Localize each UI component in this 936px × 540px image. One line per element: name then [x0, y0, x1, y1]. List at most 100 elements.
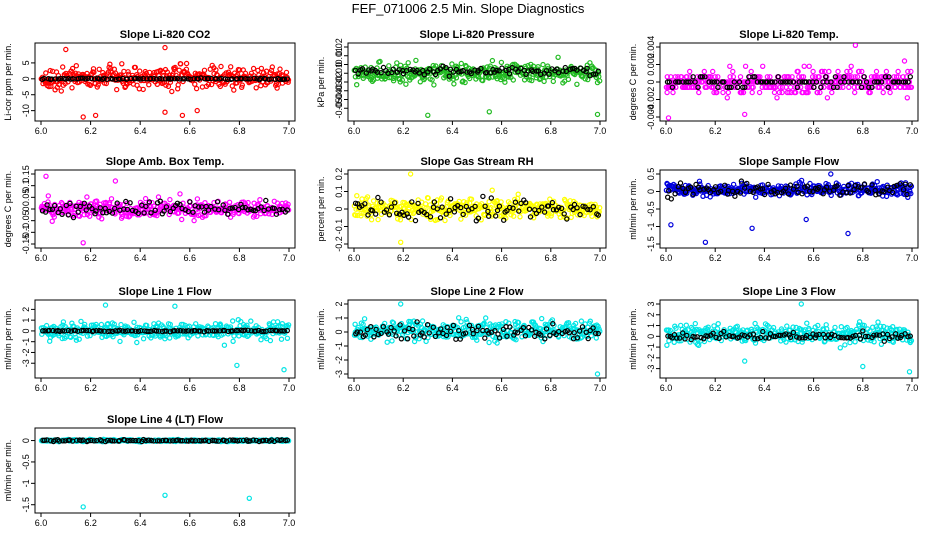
reference-point — [863, 79, 870, 85]
reference-point — [492, 328, 498, 334]
data-point — [852, 339, 858, 345]
data-point — [76, 336, 82, 342]
data-point — [230, 338, 236, 344]
y-tick-label: 1 — [334, 315, 344, 320]
data-point — [258, 82, 264, 89]
reference-point — [284, 207, 290, 213]
data-point — [701, 68, 708, 75]
data-point — [683, 322, 690, 328]
reference-point — [251, 75, 257, 82]
reference-point — [889, 334, 895, 340]
x-tick-label: 6.6 — [184, 518, 197, 528]
x-tick-label: 6.6 — [184, 126, 197, 136]
data-point — [750, 84, 756, 91]
data-point — [578, 318, 585, 324]
data-point — [480, 77, 486, 84]
y-tick-label: 3 — [646, 301, 656, 306]
data-point — [177, 61, 184, 67]
reference-point — [514, 330, 521, 336]
reference-point — [266, 76, 272, 83]
reference-point — [755, 336, 761, 342]
reference-point — [415, 200, 421, 207]
data-point — [155, 194, 162, 200]
data-point — [502, 79, 508, 85]
reference-point — [245, 76, 251, 82]
chart-title: Slope Li-820 Temp. — [739, 29, 838, 41]
data-point — [824, 326, 830, 332]
reference-point — [171, 75, 178, 82]
reference-point — [78, 327, 85, 334]
data-point — [113, 86, 120, 93]
data-point — [515, 319, 522, 326]
data-point — [110, 334, 116, 340]
reference-point — [690, 74, 696, 80]
x-tick-label: 6.8 — [857, 126, 870, 136]
data-point — [856, 68, 862, 75]
data-point — [893, 74, 900, 80]
data-point — [131, 319, 137, 325]
outlier-point — [852, 43, 859, 48]
reference-point — [65, 327, 72, 334]
plot-frame — [34, 299, 296, 379]
data-point — [419, 318, 426, 324]
reference-point — [378, 69, 384, 76]
data-point — [69, 65, 76, 72]
reference-point — [699, 74, 706, 80]
reference-point — [122, 328, 129, 334]
reference-point — [718, 188, 724, 194]
reference-point — [862, 333, 869, 340]
reference-point — [466, 322, 473, 329]
data-point — [757, 74, 763, 80]
outlier-point — [398, 239, 404, 245]
reference-point — [397, 322, 403, 328]
data-point — [692, 320, 699, 327]
y-tick-label: 0 — [21, 438, 31, 443]
data-point — [826, 68, 832, 75]
data-point — [790, 324, 796, 330]
reference-point — [352, 67, 359, 74]
reference-point — [668, 196, 675, 202]
reference-point — [759, 186, 766, 192]
reference-point — [424, 322, 431, 328]
reference-point — [777, 332, 784, 339]
x-tick-label: 6.2 — [709, 126, 722, 136]
reference-point — [516, 208, 522, 214]
reference-point — [555, 69, 562, 76]
reference-point — [856, 79, 863, 85]
x-tick-label: 6.8 — [545, 383, 558, 393]
y-tick-label: 1 — [646, 323, 656, 328]
data-point — [793, 89, 799, 96]
data-point — [494, 340, 500, 346]
y-tick-label: 0 — [21, 328, 31, 333]
reference-point — [63, 76, 69, 82]
data-point — [907, 188, 913, 194]
reference-point — [91, 76, 98, 82]
data-point — [873, 68, 880, 75]
plot-area — [38, 436, 292, 510]
x-tick-label: 7.0 — [594, 126, 607, 136]
reference-point — [543, 326, 550, 332]
reference-point — [785, 79, 791, 85]
data-point — [248, 318, 254, 324]
data-point — [442, 217, 448, 224]
reference-point — [168, 76, 175, 82]
outlier-point — [281, 367, 287, 373]
reference-point — [556, 204, 562, 211]
reference-point — [65, 212, 72, 218]
data-point — [739, 89, 745, 96]
reference-point — [239, 204, 246, 211]
y-tick-label: -5 — [21, 91, 31, 99]
reference-point — [427, 214, 434, 220]
data-point — [685, 327, 691, 333]
data-point — [710, 68, 716, 75]
data-point — [574, 81, 580, 88]
reference-point — [893, 331, 899, 337]
data-point — [267, 337, 274, 344]
data-point — [453, 75, 460, 81]
reference-point — [111, 205, 118, 212]
data-point — [705, 324, 711, 330]
reference-point — [790, 329, 797, 336]
data-point — [405, 60, 411, 66]
reference-point — [211, 328, 218, 334]
data-point — [824, 95, 831, 101]
